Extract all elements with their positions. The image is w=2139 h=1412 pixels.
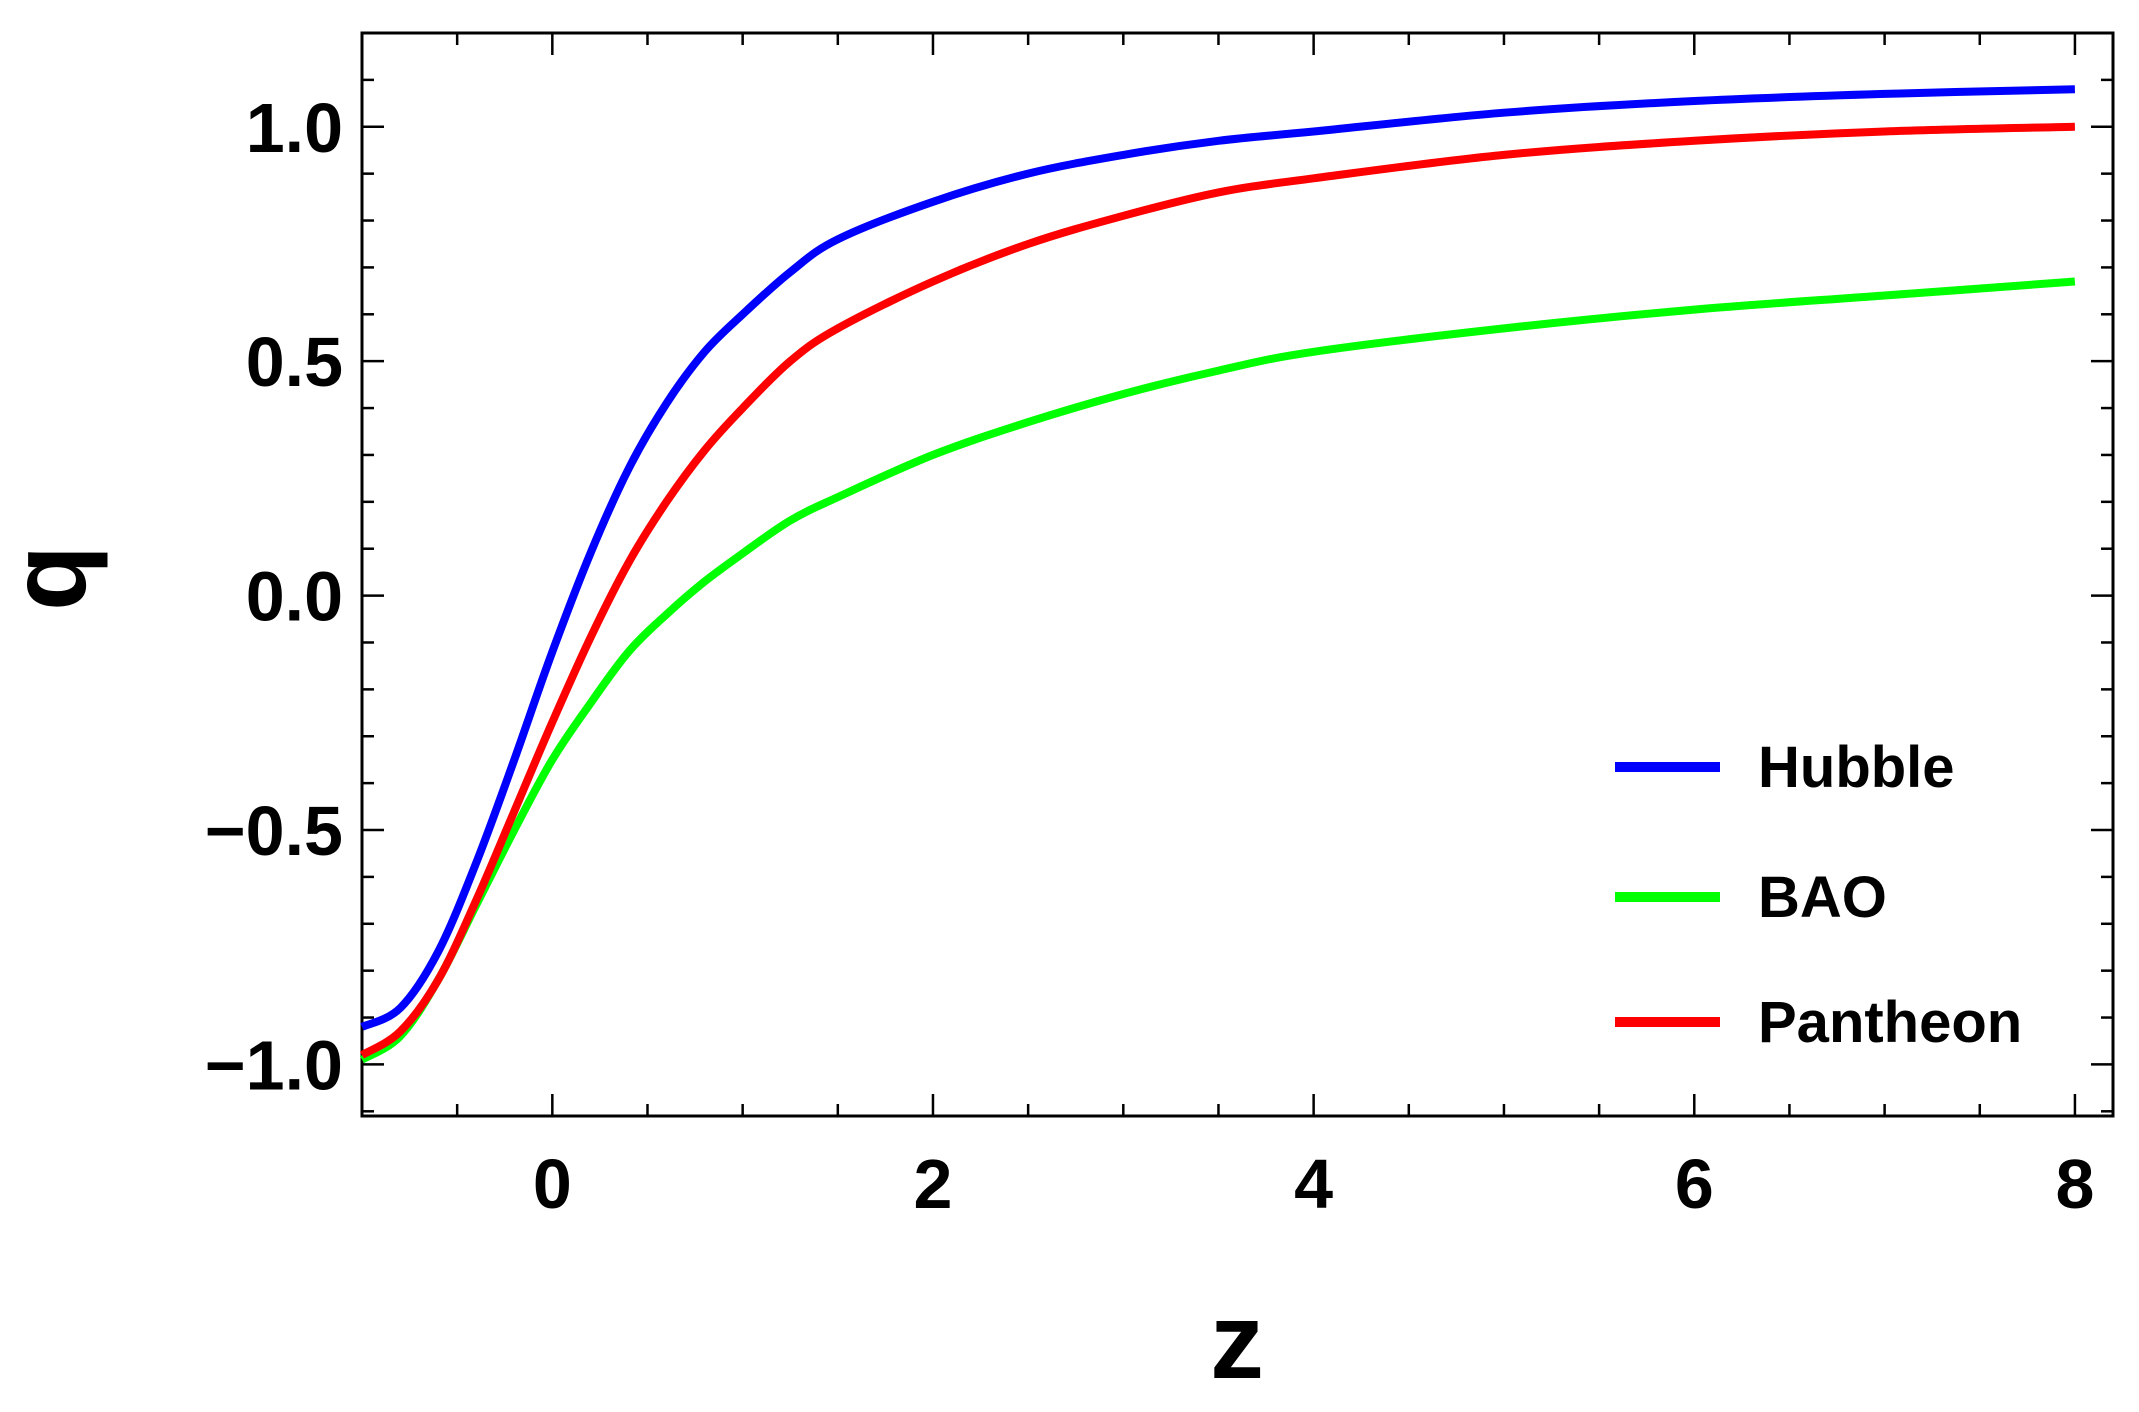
legend: Hubble BAO Pantheon (1615, 735, 2022, 1055)
x-axis-title: z (1210, 1280, 1264, 1401)
plot-frame (360, 31, 2115, 1118)
series-line-bao (359, 277, 2076, 1064)
x-tick-label: 0 (533, 1145, 572, 1223)
x-tick-label: 4 (1294, 1145, 1333, 1223)
series-line-hubble (360, 85, 2075, 1031)
legend-label-hubble: Hubble (1758, 735, 1955, 800)
y-tick-label: 0.0 (246, 558, 343, 636)
y-tick-label: 1.0 (246, 89, 343, 167)
legend-label-pantheon: Pantheon (1758, 990, 2022, 1055)
x-tick-label: 2 (914, 1145, 953, 1223)
y-tick-label: −0.5 (205, 792, 343, 870)
y-tick-label: −1.0 (205, 1026, 343, 1104)
legend-label-bao: BAO (1758, 865, 1887, 930)
y-tick-labels: −1.0 −0.5 0.0 0.5 1.0 (205, 89, 343, 1105)
axis-ticks (360, 31, 2113, 1116)
x-tick-label: 6 (1675, 1145, 1714, 1223)
x-tick-label: 8 (2055, 1145, 2094, 1223)
x-tick-labels: 0 2 4 6 8 (533, 1145, 2095, 1223)
y-tick-label: 0.5 (246, 323, 343, 401)
series-curves (359, 85, 2076, 1064)
series-line-pantheon (359, 122, 2075, 1059)
y-axis-title: q (0, 545, 108, 611)
